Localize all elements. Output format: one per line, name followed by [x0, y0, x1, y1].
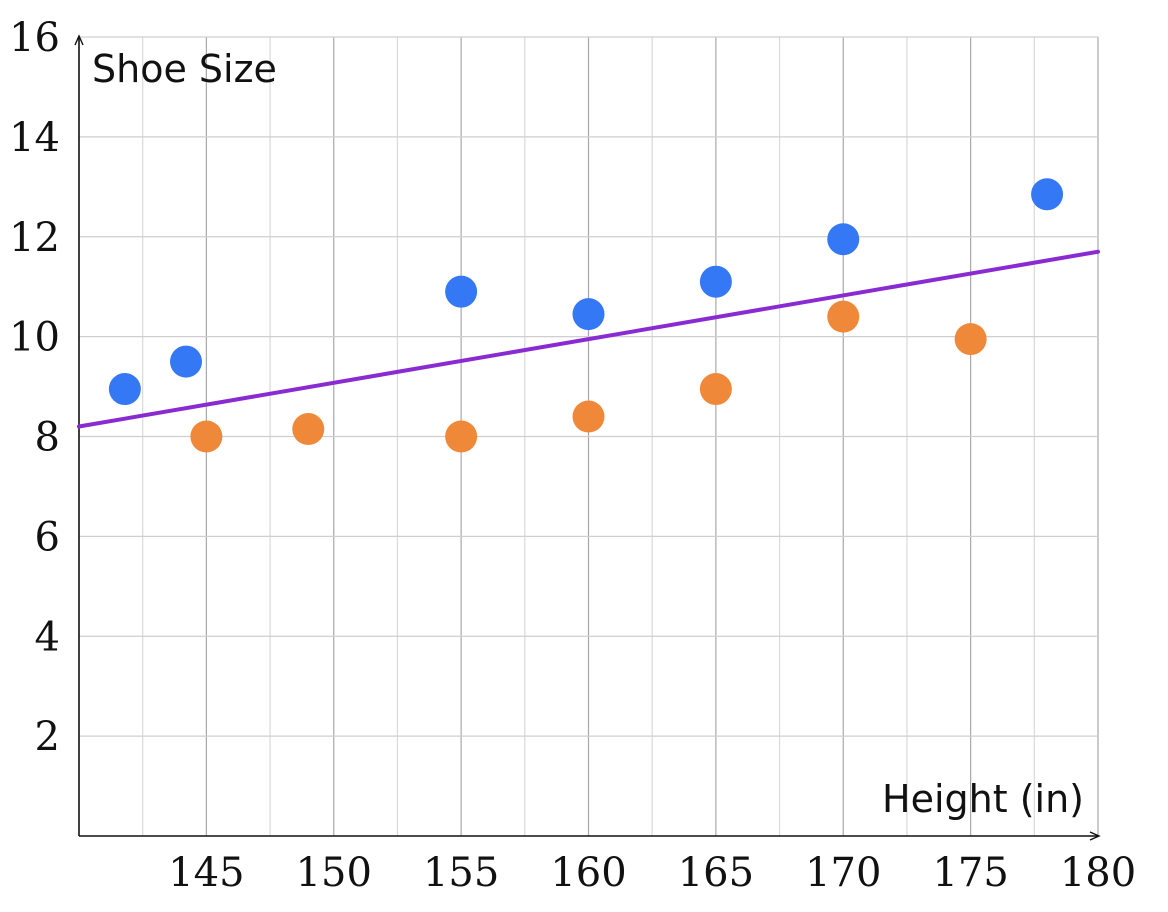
data-point: [445, 420, 478, 453]
data-point: [1031, 178, 1064, 211]
x-tick-label: 155: [423, 850, 499, 896]
data-point: [445, 275, 478, 308]
y-axis-arrow-icon: [74, 34, 84, 46]
data-point: [292, 413, 325, 446]
axes: [74, 34, 1101, 841]
trendline-group: [77, 249, 1100, 429]
y-tick-label: 2: [35, 714, 60, 760]
horizontal-gridlines: [79, 36, 1098, 737]
x-axis-title: Height (in): [882, 777, 1084, 821]
x-tick-label: 145: [168, 850, 244, 896]
data-point: [169, 345, 202, 378]
x-tick-labels: 145 150 155 160 165 170 175 180: [168, 850, 1136, 896]
data-point: [699, 373, 732, 406]
data-point: [954, 323, 987, 356]
data-point: [108, 373, 141, 406]
y-tick-label: 12: [9, 215, 60, 261]
y-tick-label: 14: [9, 115, 60, 161]
x-tick-label: 165: [678, 850, 754, 896]
data-point: [827, 300, 860, 333]
x-tick-label: 150: [296, 850, 372, 896]
x-tick-label: 180: [1060, 850, 1136, 896]
data-points: [108, 178, 1064, 453]
y-axis-title: Shoe Size: [92, 47, 277, 91]
data-point: [572, 400, 605, 433]
x-tick-label: 160: [550, 850, 626, 896]
data-point: [827, 223, 860, 256]
x-tick-label: 170: [805, 850, 881, 896]
data-point: [190, 420, 223, 453]
trendline: [77, 249, 1100, 429]
y-tick-label: 16: [9, 15, 60, 61]
x-tick-label: 175: [932, 850, 1008, 896]
data-point: [699, 265, 732, 298]
y-tick-label: 8: [35, 415, 60, 461]
y-tick-labels: 2 4 6 8 10 12 14 16: [9, 15, 60, 760]
data-point: [572, 298, 605, 331]
y-tick-label: 6: [35, 514, 60, 560]
y-tick-label: 10: [9, 315, 60, 361]
x-axis-arrow-icon: [1089, 831, 1101, 841]
y-tick-label: 4: [35, 614, 60, 660]
